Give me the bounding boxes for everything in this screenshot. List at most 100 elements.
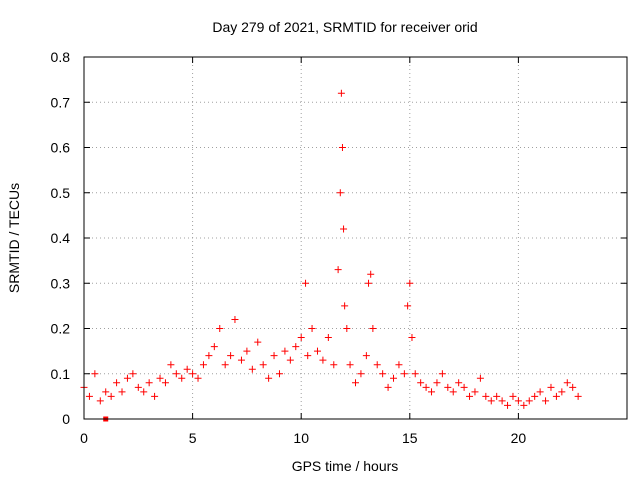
data-point <box>449 388 457 396</box>
data-point <box>384 383 392 391</box>
data-point <box>552 392 560 400</box>
data-point <box>367 270 375 278</box>
data-point <box>563 379 571 387</box>
data-point <box>194 374 202 382</box>
data-point <box>357 370 365 378</box>
data-point <box>433 379 441 387</box>
data-point <box>275 370 283 378</box>
data-point <box>476 374 484 382</box>
data-point <box>408 334 416 342</box>
data-point <box>341 302 349 310</box>
data-point <box>96 397 104 405</box>
data-point <box>574 392 582 400</box>
y-tick-label: 0.8 <box>51 49 71 65</box>
data-point <box>319 356 327 364</box>
data-point <box>471 388 479 396</box>
x-tick-label: 15 <box>402 430 418 446</box>
data-point <box>400 370 408 378</box>
x-tick-label: 0 <box>80 430 88 446</box>
data-point <box>91 370 99 378</box>
data-point <box>406 279 414 287</box>
data-point <box>390 374 398 382</box>
data-point <box>178 374 186 382</box>
data-point <box>140 388 148 396</box>
data-point <box>379 370 387 378</box>
data-point <box>338 144 346 151</box>
data-point <box>313 347 321 355</box>
chart-title: Day 279 of 2021, SRMTID for receiver ori… <box>212 19 477 35</box>
data-point <box>237 356 245 364</box>
data-point <box>216 325 224 332</box>
data-point <box>352 379 359 387</box>
data-point <box>558 388 566 396</box>
y-tick-label: 0.6 <box>51 140 71 156</box>
data-point <box>161 379 169 387</box>
data-point <box>373 361 381 369</box>
data-point <box>270 352 278 360</box>
grid-lines <box>84 57 627 419</box>
data-point <box>231 315 239 323</box>
data-point <box>498 397 506 405</box>
data-point <box>504 401 512 409</box>
data-point <box>520 401 528 409</box>
data-point <box>330 361 338 369</box>
data-point <box>411 370 419 378</box>
data-point <box>227 352 235 360</box>
data-point <box>210 343 218 351</box>
data-point <box>343 325 351 332</box>
data-point <box>183 365 191 373</box>
data-point <box>569 383 577 391</box>
data-point <box>324 334 332 342</box>
y-tick-label: 0.2 <box>51 321 71 337</box>
axes: 0 0.1 0.2 0.3 0.4 0.5 0.6 0.7 0.8 0 5 10 15 20 <box>51 49 627 446</box>
data-point <box>334 266 342 274</box>
data-point <box>444 383 452 391</box>
data-point <box>514 397 522 405</box>
data-point <box>297 334 305 342</box>
data-point <box>336 189 344 197</box>
data-point <box>509 392 517 400</box>
data-point <box>308 325 316 332</box>
data-point <box>455 379 463 387</box>
data-point <box>404 302 412 310</box>
data-point <box>460 383 468 391</box>
y-tick-label: 0.7 <box>51 94 71 110</box>
data-point <box>199 361 207 369</box>
x-tick-label: 5 <box>189 430 197 446</box>
data-point <box>107 392 115 400</box>
data-point <box>395 361 403 369</box>
data-point <box>156 374 164 382</box>
data-point <box>428 388 436 396</box>
data-point <box>493 392 501 400</box>
data-point <box>102 388 110 396</box>
data-point <box>417 379 425 387</box>
data-point <box>292 343 300 351</box>
data-point <box>265 374 273 382</box>
data-point <box>482 392 490 400</box>
data-point <box>362 352 370 360</box>
data-point <box>281 347 289 355</box>
data-point <box>531 392 539 400</box>
data-point <box>221 361 229 369</box>
y-tick-label: 0.3 <box>51 275 71 291</box>
data-point <box>113 379 121 387</box>
data-point <box>286 356 294 364</box>
data-point <box>259 361 267 369</box>
data-point <box>167 361 175 369</box>
y-axis-label: SRMTID / TECUs <box>6 183 22 293</box>
y-tick-label: 0.4 <box>51 230 71 246</box>
data-point <box>340 225 348 233</box>
data-point <box>487 397 495 405</box>
data-point <box>243 347 251 355</box>
data-point <box>85 392 93 400</box>
y-tick-label: 0.5 <box>51 185 71 201</box>
data-point <box>248 365 256 373</box>
data-point <box>302 279 310 287</box>
data-point <box>172 370 180 378</box>
data-point <box>466 392 474 400</box>
data-point <box>337 89 345 97</box>
plot-frame <box>83 56 628 420</box>
data-point <box>254 338 262 346</box>
data-point <box>205 352 213 360</box>
